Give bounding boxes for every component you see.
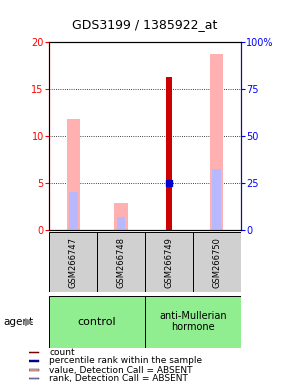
Text: GSM266749: GSM266749	[164, 237, 173, 288]
Bar	[29, 351, 39, 353]
Bar	[29, 377, 39, 379]
Bar	[29, 369, 39, 371]
Text: GSM266750: GSM266750	[212, 237, 221, 288]
Text: agent: agent	[3, 316, 33, 327]
Text: count: count	[49, 348, 75, 357]
Text: rank, Detection Call = ABSENT: rank, Detection Call = ABSENT	[49, 374, 188, 383]
Bar	[145, 232, 193, 292]
Bar	[29, 360, 39, 362]
Bar	[97, 232, 145, 292]
Text: GSM266747: GSM266747	[69, 237, 78, 288]
Bar	[66, 119, 80, 230]
Text: GSM266748: GSM266748	[117, 237, 126, 288]
Bar	[210, 55, 224, 230]
Text: percentile rank within the sample: percentile rank within the sample	[49, 356, 202, 366]
Bar	[114, 203, 128, 230]
Bar	[69, 192, 77, 230]
Text: value, Detection Call = ABSENT: value, Detection Call = ABSENT	[49, 366, 193, 374]
Text: anti-Mullerian
hormone: anti-Mullerian hormone	[159, 311, 227, 333]
Text: ▶: ▶	[25, 316, 33, 327]
Bar	[145, 296, 241, 348]
Bar	[117, 217, 125, 230]
Text: control: control	[78, 316, 117, 327]
Bar	[49, 296, 145, 348]
Bar	[49, 232, 97, 292]
Bar	[213, 169, 221, 230]
Text: GDS3199 / 1385922_at: GDS3199 / 1385922_at	[72, 18, 218, 31]
Bar	[166, 77, 172, 230]
Bar	[193, 232, 241, 292]
